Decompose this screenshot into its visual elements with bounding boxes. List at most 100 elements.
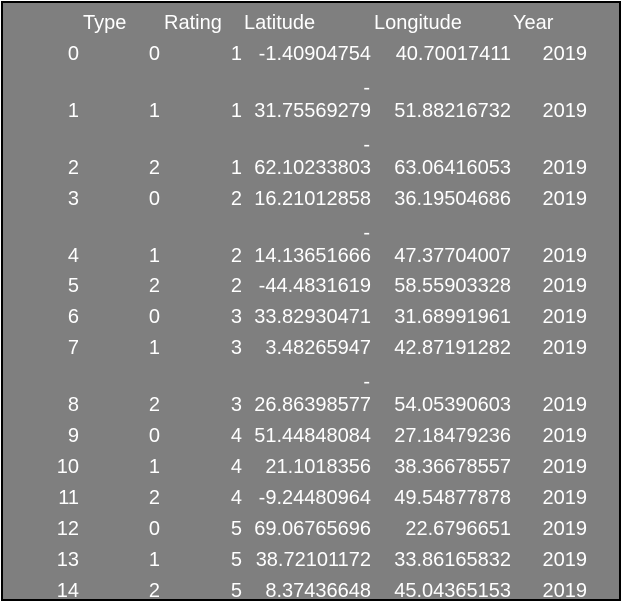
cell-longitude[interactable]: 27.18479236 [394, 425, 511, 447]
cell-year[interactable]: 2019 [542, 275, 588, 297]
cell-latitude[interactable]: 3.48265947 [265, 337, 371, 359]
cell-longitude[interactable]: 22.6796651 [405, 518, 511, 540]
cell-latitude[interactable]: 31.75569279 [254, 100, 371, 122]
cell-type[interactable]: 1 [148, 456, 160, 478]
cell-year[interactable]: 2019 [542, 245, 588, 267]
cell-latitude[interactable]: 21.1018356 [265, 456, 371, 478]
table-row-index[interactable]: 6 [67, 306, 79, 328]
latitude-wrap-minus: - [363, 371, 370, 393]
cell-rating[interactable]: 2 [230, 188, 242, 210]
table-row-index[interactable]: 5 [67, 275, 79, 297]
cell-rating[interactable]: 4 [230, 456, 242, 478]
header-year[interactable]: Year [513, 12, 554, 34]
cell-rating[interactable]: 2 [230, 275, 242, 297]
cell-latitude[interactable]: 8.37436648 [265, 580, 371, 601]
cell-year[interactable]: 2019 [542, 487, 588, 509]
cell-type[interactable]: 2 [148, 580, 160, 601]
cell-latitude[interactable]: 33.82930471 [254, 306, 371, 328]
latitude-wrap-minus: - [363, 222, 370, 244]
latitude-wrap-minus: - [363, 134, 370, 156]
table-row-index[interactable]: 1 [67, 100, 79, 122]
cell-rating[interactable]: 4 [230, 425, 242, 447]
cell-year[interactable]: 2019 [542, 100, 588, 122]
cell-latitude[interactable]: 69.06765696 [254, 518, 371, 540]
cell-year[interactable]: 2019 [542, 306, 588, 328]
cell-type[interactable]: 0 [148, 518, 160, 540]
cell-longitude[interactable]: 36.19504686 [394, 188, 511, 210]
cell-longitude[interactable]: 51.88216732 [394, 100, 511, 122]
cell-rating[interactable]: 4 [230, 487, 242, 509]
cell-type[interactable]: 0 [148, 43, 160, 65]
table-row-index[interactable]: 2 [67, 157, 79, 179]
cell-year[interactable]: 2019 [542, 188, 588, 210]
cell-rating[interactable]: 1 [230, 100, 242, 122]
cell-year[interactable]: 2019 [542, 43, 588, 65]
cell-type[interactable]: 2 [148, 487, 160, 509]
cell-latitude[interactable]: 26.86398577 [254, 394, 371, 416]
table-row-index[interactable]: 4 [67, 245, 79, 267]
cell-year[interactable]: 2019 [542, 549, 588, 571]
cell-longitude[interactable]: 54.05390603 [394, 394, 511, 416]
table-row-index[interactable]: 12 [56, 518, 79, 540]
cell-rating[interactable]: 2 [230, 245, 242, 267]
cell-longitude[interactable]: 38.36678557 [394, 456, 511, 478]
cell-type[interactable]: 0 [148, 306, 160, 328]
cell-longitude[interactable]: 31.68991961 [394, 306, 511, 328]
table-row-index[interactable]: 10 [56, 456, 79, 478]
cell-latitude[interactable]: -1.40904754 [258, 43, 371, 65]
cell-latitude[interactable]: 16.21012858 [254, 188, 371, 210]
cell-year[interactable]: 2019 [542, 456, 588, 478]
cell-type[interactable]: 0 [148, 188, 160, 210]
cell-type[interactable]: 1 [148, 100, 160, 122]
header-latitude[interactable]: Latitude [244, 12, 316, 34]
cell-longitude[interactable]: 49.54877878 [394, 487, 511, 509]
cell-rating[interactable]: 5 [230, 518, 242, 540]
cell-rating[interactable]: 5 [230, 580, 242, 601]
header-rating[interactable]: Rating [164, 12, 222, 34]
cell-longitude[interactable]: 47.37704007 [394, 245, 511, 267]
cell-type[interactable]: 2 [148, 275, 160, 297]
cell-rating[interactable]: 3 [230, 394, 242, 416]
header-type[interactable]: Type [83, 12, 127, 34]
cell-year[interactable]: 2019 [542, 337, 588, 359]
cell-type[interactable]: 1 [148, 549, 160, 571]
cell-longitude[interactable]: 58.55903328 [394, 275, 511, 297]
cell-year[interactable]: 2019 [542, 394, 588, 416]
cell-rating[interactable]: 3 [230, 337, 242, 359]
cell-year[interactable]: 2019 [542, 518, 588, 540]
cell-longitude[interactable]: 33.86165832 [394, 549, 511, 571]
cell-type[interactable]: 1 [148, 245, 160, 267]
table-row-index[interactable]: 3 [67, 188, 79, 210]
cell-rating[interactable]: 5 [230, 549, 242, 571]
cell-longitude[interactable]: 40.70017411 [395, 43, 511, 65]
cell-year[interactable]: 2019 [542, 157, 588, 179]
cell-rating[interactable]: 1 [230, 43, 242, 65]
cell-latitude[interactable]: 38.72101172 [255, 549, 371, 571]
cell-latitude[interactable]: -44.4831619 [258, 275, 371, 297]
cell-type[interactable]: 2 [148, 394, 160, 416]
cell-longitude[interactable]: 42.87191282 [394, 337, 511, 359]
cell-type[interactable]: 0 [148, 425, 160, 447]
cell-rating[interactable]: 3 [230, 306, 242, 328]
cell-longitude[interactable]: 45.04365153 [394, 580, 511, 601]
table-row-index[interactable]: 8 [67, 394, 79, 416]
table-row-index[interactable]: 0 [67, 43, 79, 65]
cell-latitude[interactable]: -9.24480964 [258, 487, 371, 509]
cell-year[interactable]: 2019 [542, 425, 588, 447]
cell-type[interactable]: 1 [148, 337, 160, 359]
cell-latitude[interactable]: 14.13651666 [254, 245, 371, 267]
table-row-index[interactable]: 13 [56, 549, 79, 571]
table-row-index[interactable]: 7 [67, 337, 79, 359]
table-row-index[interactable]: 14 [56, 580, 79, 601]
cell-year[interactable]: 2019 [542, 580, 588, 601]
header-longitude[interactable]: Longitude [374, 12, 462, 34]
cell-rating[interactable]: 1 [230, 157, 242, 179]
cell-latitude[interactable]: 62.10233803 [254, 157, 371, 179]
cell-longitude[interactable]: 63.06416053 [394, 157, 511, 179]
table-row-index[interactable]: 11 [58, 487, 79, 509]
latitude-wrap-minus: - [363, 77, 370, 99]
cell-latitude[interactable]: 51.44848084 [254, 425, 371, 447]
cell-type[interactable]: 2 [148, 157, 160, 179]
table-row-index[interactable]: 9 [67, 425, 79, 447]
